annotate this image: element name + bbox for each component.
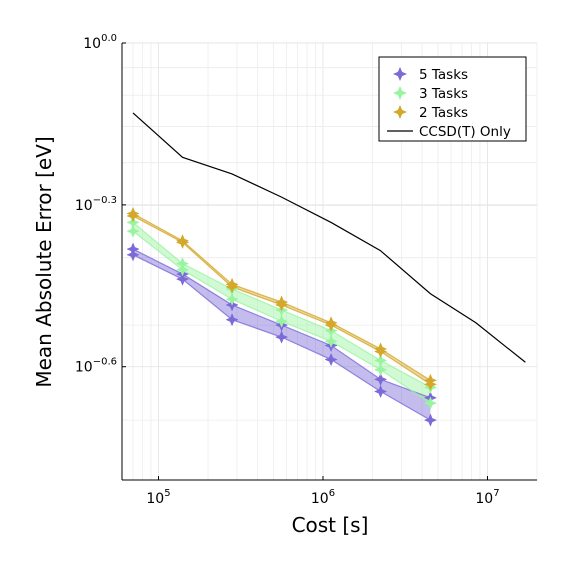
data-marker bbox=[423, 413, 438, 427]
legend-label: CCSD(T) Only bbox=[419, 124, 511, 140]
y-axis-title: Mean Absolute Error [eV] bbox=[32, 136, 56, 387]
series-markers bbox=[126, 206, 438, 427]
data-marker bbox=[126, 224, 140, 238]
x-tick-label: 106 bbox=[311, 488, 335, 507]
y-tick-label: 10−0.6 bbox=[75, 357, 117, 376]
data-marker bbox=[373, 384, 388, 399]
data-marker bbox=[324, 334, 338, 348]
y-tick-label: 10−0.3 bbox=[75, 195, 117, 214]
data-marker bbox=[225, 292, 239, 306]
data-marker bbox=[175, 235, 190, 250]
series-lines bbox=[132, 112, 526, 421]
legend-label: 2 Tasks bbox=[419, 105, 468, 121]
legend: 5 Tasks 3 Tasks 2 Tasks CCSD(T) Only bbox=[378, 56, 527, 142]
band-2-tasks bbox=[133, 213, 431, 385]
data-marker bbox=[423, 377, 438, 391]
data-marker bbox=[274, 314, 289, 328]
data-marker bbox=[126, 209, 140, 223]
data-marker bbox=[175, 272, 190, 286]
data-marker bbox=[423, 396, 438, 410]
tick-labels: 105 106 107 100.0 10−0.3 10−0.6 bbox=[75, 33, 500, 507]
series-line-ccsd bbox=[132, 112, 526, 363]
legend-marker-swatch bbox=[392, 104, 408, 120]
x-tick-label: 107 bbox=[475, 488, 499, 507]
legend-marker-swatch bbox=[392, 85, 408, 101]
data-marker bbox=[324, 352, 338, 367]
data-marker bbox=[175, 263, 190, 277]
legend-label: 5 Tasks bbox=[419, 67, 468, 83]
data-marker bbox=[225, 313, 239, 327]
grid bbox=[121, 42, 538, 480]
data-marker bbox=[324, 318, 338, 332]
data-marker bbox=[274, 298, 289, 312]
legend-label: 3 Tasks bbox=[419, 86, 468, 102]
legend-box bbox=[378, 56, 527, 142]
data-marker bbox=[274, 330, 289, 344]
data-marker bbox=[373, 344, 388, 359]
data-marker bbox=[126, 248, 140, 262]
x-tick-label: 105 bbox=[146, 488, 170, 507]
y-tick-label: 100.0 bbox=[83, 33, 117, 52]
legend-marker-swatch bbox=[392, 66, 408, 82]
data-marker bbox=[373, 363, 388, 377]
x-axis-title: Cost [s] bbox=[292, 513, 369, 537]
axes bbox=[121, 42, 537, 481]
data-marker bbox=[225, 280, 239, 294]
